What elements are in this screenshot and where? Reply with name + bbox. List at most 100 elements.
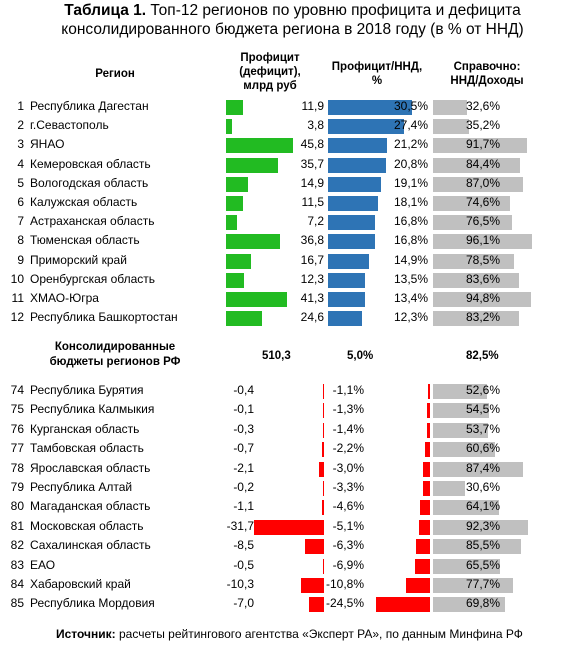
ref-value: 77,7% xyxy=(466,577,501,591)
ratio-value: 13,5% xyxy=(393,271,428,286)
table-row: 5 Вологодская область 14,9 19,1% 87,0% xyxy=(0,174,585,193)
row-rank: 79 xyxy=(10,480,24,494)
surplus-value: 16,7 xyxy=(300,252,324,267)
row-region-name: Республика Дагестан xyxy=(30,99,149,113)
surplus-bar xyxy=(319,461,324,477)
ratio-value: 27,4% xyxy=(393,118,428,133)
row-region-name: Сахалинская область xyxy=(30,538,151,553)
ratio-value: 16,8% xyxy=(393,233,428,248)
ratio-value: -1,3% xyxy=(332,402,364,417)
row-rank: 9 xyxy=(17,252,24,267)
ratio-value: 16,8% xyxy=(393,214,428,229)
surplus-value: -0,3 xyxy=(233,421,254,436)
ref-value: 83,2% xyxy=(466,310,501,325)
surplus-bar xyxy=(226,100,244,115)
surplus-value: 45,8 xyxy=(300,137,324,152)
ref-bar xyxy=(433,519,529,535)
table-row: 10 Оренбургская область 12,3 13,5% 83,6% xyxy=(0,270,585,289)
surplus-value: 11,9 xyxy=(301,99,324,113)
total-surplus: 510,3 xyxy=(262,350,291,362)
row-region-name: Тамбовская область xyxy=(30,441,144,456)
surplus-bar xyxy=(323,481,324,496)
row-rank: 1 xyxy=(17,99,24,113)
surplus-bar xyxy=(254,519,324,535)
surplus-value: -0,5 xyxy=(233,557,254,572)
header-surplus-l2: (дефицит), xyxy=(239,66,301,78)
row-region-name: Вологодская область xyxy=(30,175,149,190)
header-ref-l1: Справочно: xyxy=(453,61,521,73)
row-rank: 6 xyxy=(17,195,24,209)
table-title: Таблица 1. Топ-12 регионов по уровню про… xyxy=(0,1,585,39)
header-surplus: Профицит (дефицит), млрд руб xyxy=(225,51,315,93)
row-region-name: Республика Бурятия xyxy=(30,383,144,397)
table-row: 3 ЯНАО 45,8 21,2% 91,7% xyxy=(0,135,585,154)
surplus-bar xyxy=(323,403,324,419)
ratio-bar xyxy=(422,481,430,496)
surplus-bar xyxy=(301,578,324,593)
row-rank: 81 xyxy=(10,518,24,533)
ratio-bar xyxy=(328,234,375,250)
row-region-name: Оренбургская область xyxy=(30,271,156,286)
ratio-value: 14,9% xyxy=(393,252,428,267)
ratio-value: -3,0% xyxy=(332,460,364,475)
surplus-value: -0,2 xyxy=(233,480,254,494)
row-region-name: ЕАО xyxy=(30,557,56,572)
row-rank: 83 xyxy=(10,557,24,572)
row-rank: 82 xyxy=(10,538,24,553)
row-region-name: Республика Мордовия xyxy=(30,596,155,611)
table-row: 77 Тамбовская область -0,7 -2,2% 60,6% xyxy=(0,439,585,458)
ref-bar xyxy=(433,403,490,419)
ref-bar xyxy=(433,558,501,574)
row-region-name: ЯНАО xyxy=(30,137,65,152)
surplus-value: 12,3 xyxy=(300,271,324,286)
row-rank: 4 xyxy=(17,156,24,171)
ref-value: 92,3% xyxy=(466,518,501,533)
ratio-bar xyxy=(328,272,366,288)
ratio-bar xyxy=(426,422,430,438)
ratio-value: 21,2% xyxy=(393,137,428,152)
row-rank: 74 xyxy=(10,383,24,397)
header-surplus-l3: млрд руб xyxy=(243,80,297,92)
ratio-bar xyxy=(406,578,430,593)
source-text: расчеты рейтингового агентства «Эксперт … xyxy=(115,627,523,641)
surplus-bar xyxy=(226,215,237,231)
row-rank: 11 xyxy=(11,291,24,305)
ref-bar xyxy=(433,119,470,135)
surplus-value: -0,7 xyxy=(233,441,254,456)
ref-value: 35,2% xyxy=(466,118,501,133)
row-rank: 85 xyxy=(10,596,24,611)
total-ref: 82,5% xyxy=(466,350,499,362)
surplus-bar xyxy=(226,157,279,173)
row-rank: 84 xyxy=(10,577,24,591)
row-region-name: Кемеровская область xyxy=(30,156,151,171)
ratio-bar xyxy=(328,176,381,192)
ratio-value: 12,3% xyxy=(393,310,428,325)
table-row: 6 Калужская область 11,5 18,1% 74,6% xyxy=(0,193,585,212)
table-row: 11 ХМАО-Югра 41,3 13,4% 94,8% xyxy=(0,289,585,308)
header-region: Регион xyxy=(95,68,135,80)
ratio-bar xyxy=(416,539,430,555)
ref-value: 65,5% xyxy=(466,557,501,572)
surplus-value: -10,3 xyxy=(226,577,254,591)
total-label: Консолидированные бюджеты регионов РФ xyxy=(40,340,190,370)
ref-value: 60,6% xyxy=(466,441,501,456)
ratio-value: -1,1% xyxy=(332,383,364,397)
table-row: 8 Тюменская область 36,8 16,8% 96,1% xyxy=(0,231,585,250)
surplus-value: -7,0 xyxy=(233,596,254,611)
surplus-value: -2,1 xyxy=(233,460,254,475)
ratio-value: -4,6% xyxy=(332,499,364,514)
surplus-bar xyxy=(321,500,324,516)
ref-value: 64,1% xyxy=(466,499,501,514)
title-prefix: Таблица 1. xyxy=(64,2,147,19)
ref-bar xyxy=(433,311,519,327)
table-row: 83 ЕАО -0,5 -6,9% 65,5% xyxy=(0,556,585,575)
row-rank: 10 xyxy=(10,271,24,286)
ratio-value: 30,5% xyxy=(393,99,428,113)
surplus-bar xyxy=(226,119,232,135)
ref-value: 69,8% xyxy=(466,596,501,611)
ratio-bar xyxy=(328,311,363,327)
row-region-name: Ярославская область xyxy=(30,460,151,475)
surplus-bar xyxy=(226,176,248,192)
source-label: Источник: xyxy=(56,627,116,641)
ratio-value: -2,2% xyxy=(332,441,364,456)
